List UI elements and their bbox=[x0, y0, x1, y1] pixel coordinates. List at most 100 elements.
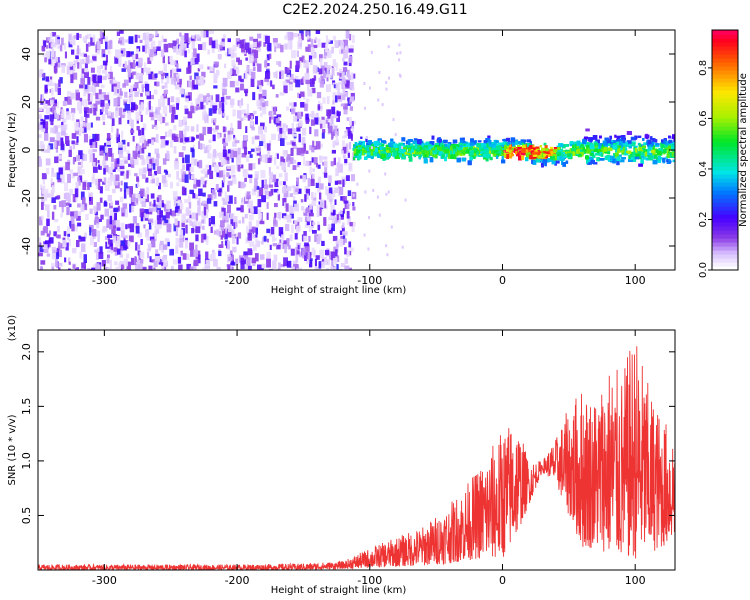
heatmap-cell bbox=[295, 60, 300, 69]
heatmap-cell bbox=[508, 153, 513, 159]
heatmap-cell bbox=[413, 149, 419, 154]
heatmap-cell bbox=[188, 136, 192, 142]
heatmap-cell bbox=[72, 226, 77, 230]
heatmap-cell bbox=[254, 171, 260, 180]
heatmap-cell bbox=[287, 160, 291, 167]
heatmap-cell bbox=[301, 76, 305, 83]
heatmap-cell bbox=[297, 92, 300, 98]
heatmap-cell bbox=[63, 43, 67, 50]
heatmap-cell bbox=[64, 257, 67, 263]
heatmap-cell bbox=[202, 225, 205, 230]
heatmap-cell bbox=[69, 220, 72, 229]
heatmap-cell bbox=[277, 268, 281, 270]
heatmap-cell bbox=[88, 99, 92, 105]
heatmap-cell bbox=[297, 244, 300, 250]
heatmap-cell bbox=[182, 157, 185, 164]
heatmap-cell bbox=[227, 180, 233, 186]
heatmap-cell bbox=[350, 121, 354, 129]
heatmap-cell bbox=[201, 71, 206, 78]
heatmap-cell bbox=[344, 82, 350, 87]
heatmap-cell bbox=[179, 41, 184, 50]
heatmap-cell bbox=[284, 67, 288, 74]
heatmap-cell bbox=[374, 151, 378, 157]
heatmap-cell bbox=[43, 247, 49, 253]
heatmap-cell bbox=[179, 130, 183, 139]
heatmap-cell bbox=[299, 30, 304, 34]
heatmap-cell bbox=[214, 61, 219, 67]
heatmap-cell bbox=[343, 200, 349, 204]
heatmap-cell bbox=[170, 96, 175, 103]
heatmap-cell bbox=[328, 182, 331, 187]
heatmap-cell bbox=[41, 201, 44, 210]
heatmap-cell bbox=[291, 141, 296, 146]
heatmap-cell bbox=[324, 48, 329, 56]
heatmap-cell bbox=[313, 75, 317, 81]
heatmap-cell bbox=[286, 141, 291, 145]
heatmap-cell bbox=[162, 116, 165, 123]
heatmap-cell bbox=[292, 165, 297, 170]
heatmap-cell bbox=[156, 153, 160, 159]
heatmap-cell bbox=[124, 39, 128, 43]
heatmap-cell bbox=[141, 174, 146, 179]
heatmap-cell bbox=[342, 67, 348, 72]
heatmap-cell bbox=[110, 243, 114, 252]
heatmap-cell bbox=[165, 170, 169, 175]
heatmap-cell bbox=[163, 90, 166, 97]
heatmap-cell bbox=[114, 250, 118, 256]
heatmap-cell bbox=[324, 120, 328, 124]
heatmap-cell bbox=[123, 173, 128, 180]
heatmap-cell bbox=[282, 149, 288, 157]
heatmap-cell bbox=[108, 238, 111, 245]
heatmap-cell bbox=[149, 179, 153, 184]
heatmap-cell bbox=[295, 65, 300, 72]
heatmap-cell bbox=[176, 63, 179, 69]
heatmap-cell bbox=[342, 196, 347, 202]
heatmap-cell bbox=[278, 262, 281, 270]
heatmap-cell bbox=[314, 114, 317, 118]
heatmap-cell bbox=[143, 224, 146, 229]
heatmap-cell bbox=[287, 41, 291, 50]
heatmap-cell bbox=[226, 223, 229, 231]
heatmap-cell bbox=[198, 141, 201, 150]
heatmap-cell bbox=[124, 235, 128, 239]
heatmap-cell bbox=[248, 47, 252, 55]
heatmap-cell bbox=[68, 34, 72, 43]
heatmap-cell bbox=[246, 103, 249, 113]
heatmap-cell bbox=[134, 223, 138, 228]
heatmap-cell bbox=[293, 263, 299, 268]
heatmap-cell bbox=[171, 134, 176, 141]
heatmap-cell bbox=[146, 108, 151, 112]
heatmap-cell bbox=[174, 60, 177, 66]
heatmap-cell bbox=[344, 202, 348, 209]
heatmap-cell bbox=[158, 70, 163, 75]
heatmap-cell bbox=[235, 258, 239, 266]
heatmap-cell bbox=[293, 78, 297, 83]
heatmap-cell bbox=[226, 172, 230, 178]
heatmap-cell bbox=[195, 106, 201, 110]
heatmap-cell bbox=[350, 96, 355, 102]
heatmap-cell bbox=[311, 110, 315, 119]
heatmap-cell bbox=[257, 199, 262, 208]
heatmap-cell bbox=[77, 62, 80, 69]
heatmap-cell bbox=[343, 50, 348, 59]
heatmap-cell bbox=[88, 42, 91, 47]
heatmap-cell bbox=[317, 100, 321, 106]
heatmap-cell bbox=[224, 98, 227, 105]
heatmap-cell bbox=[119, 254, 123, 258]
heatmap-cell bbox=[79, 268, 84, 270]
heatmap-cell bbox=[247, 265, 252, 270]
heatmap-cell bbox=[335, 62, 338, 71]
heatmap-cell bbox=[103, 165, 109, 173]
heatmap-cell bbox=[331, 251, 336, 261]
heatmap-cell bbox=[330, 210, 335, 220]
heatmap-cell bbox=[215, 184, 219, 191]
heatmap-cell bbox=[219, 211, 224, 218]
heatmap-cell bbox=[328, 83, 332, 92]
heatmap-cell bbox=[178, 205, 182, 214]
heatmap-cell bbox=[97, 247, 100, 251]
heatmap-cell bbox=[72, 248, 77, 254]
heatmap-cell bbox=[232, 235, 236, 244]
heatmap-cell bbox=[220, 157, 225, 166]
heatmap-cell bbox=[202, 233, 207, 240]
heatmap-cell bbox=[169, 105, 173, 113]
